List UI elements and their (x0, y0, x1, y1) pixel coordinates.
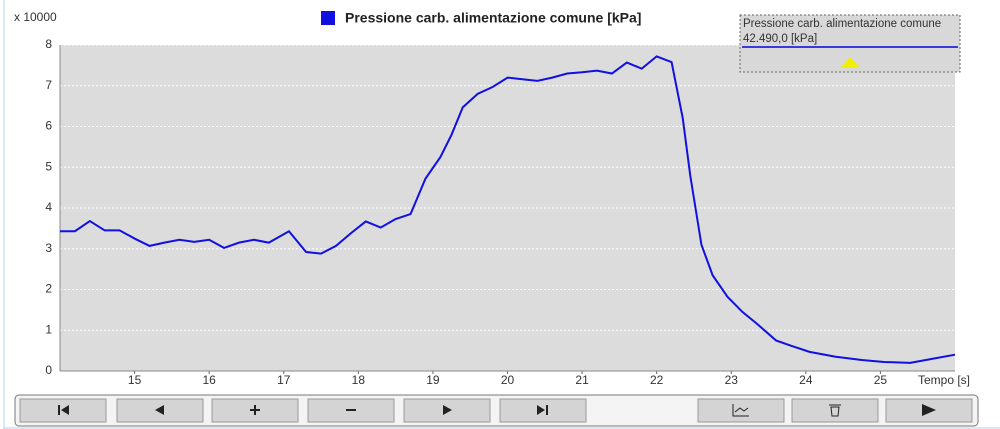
x-tick-label: 19 (426, 373, 440, 387)
x-tick-label: 15 (128, 373, 142, 387)
prev-button[interactable] (116, 398, 204, 423)
button[interactable] (697, 398, 785, 423)
x-tick-label: 24 (799, 373, 813, 387)
play-button[interactable] (885, 398, 973, 423)
x-tick-label: 17 (277, 373, 291, 387)
cursor-button[interactable] (697, 398, 785, 423)
legend-swatch (321, 11, 335, 25)
y-tick-label: 7 (45, 78, 52, 92)
icon (732, 404, 749, 417)
icon (829, 404, 841, 417)
icon (58, 405, 60, 415)
y-tick-label: 0 (45, 363, 52, 377)
y-tick-label: 1 (45, 322, 52, 336)
x-tick-label: 25 (874, 373, 888, 387)
x-tick-label: 18 (352, 373, 366, 387)
tooltip: Pressione carb. alimentazione comune 42.… (739, 14, 961, 73)
first-button[interactable] (19, 398, 107, 423)
icon (922, 404, 936, 416)
data-line (60, 55, 956, 364)
icon (61, 405, 69, 415)
y-tick-label: 5 (45, 159, 52, 173)
toolbar (14, 394, 979, 427)
x-tick-label: 22 (650, 373, 664, 387)
button[interactable] (791, 398, 879, 423)
zoom-in-button[interactable] (211, 398, 299, 423)
x-tick-label: 21 (575, 373, 589, 387)
icon (537, 405, 545, 415)
y-axis-multiplier: x 10000 (14, 10, 57, 24)
next-button[interactable] (403, 398, 491, 423)
icon (546, 405, 548, 415)
icon (443, 405, 452, 415)
y-tick-label: 2 (45, 282, 52, 296)
icon (250, 405, 260, 415)
y-tick-label: 3 (45, 241, 52, 255)
zoom-out-button[interactable] (307, 398, 395, 423)
last-button[interactable] (499, 398, 587, 423)
tooltip-marker (840, 57, 860, 68)
delete-button[interactable] (791, 398, 879, 423)
y-tick-label: 8 (45, 37, 52, 51)
x-tick-label: 20 (501, 373, 515, 387)
icon (155, 405, 164, 415)
x-axis-label: Tempo [s] (918, 373, 970, 387)
tooltip-value: 42.490,0 [kPa] (743, 33, 817, 45)
legend-label: Pressione carb. alimentazione comune [kP… (345, 10, 641, 26)
x-tick-label: 23 (725, 373, 739, 387)
tooltip-title: Pressione carb. alimentazione comune (743, 18, 941, 30)
y-tick-label: 6 (45, 119, 52, 133)
x-tick-label: 16 (202, 373, 216, 387)
y-tick-label: 4 (45, 200, 52, 214)
